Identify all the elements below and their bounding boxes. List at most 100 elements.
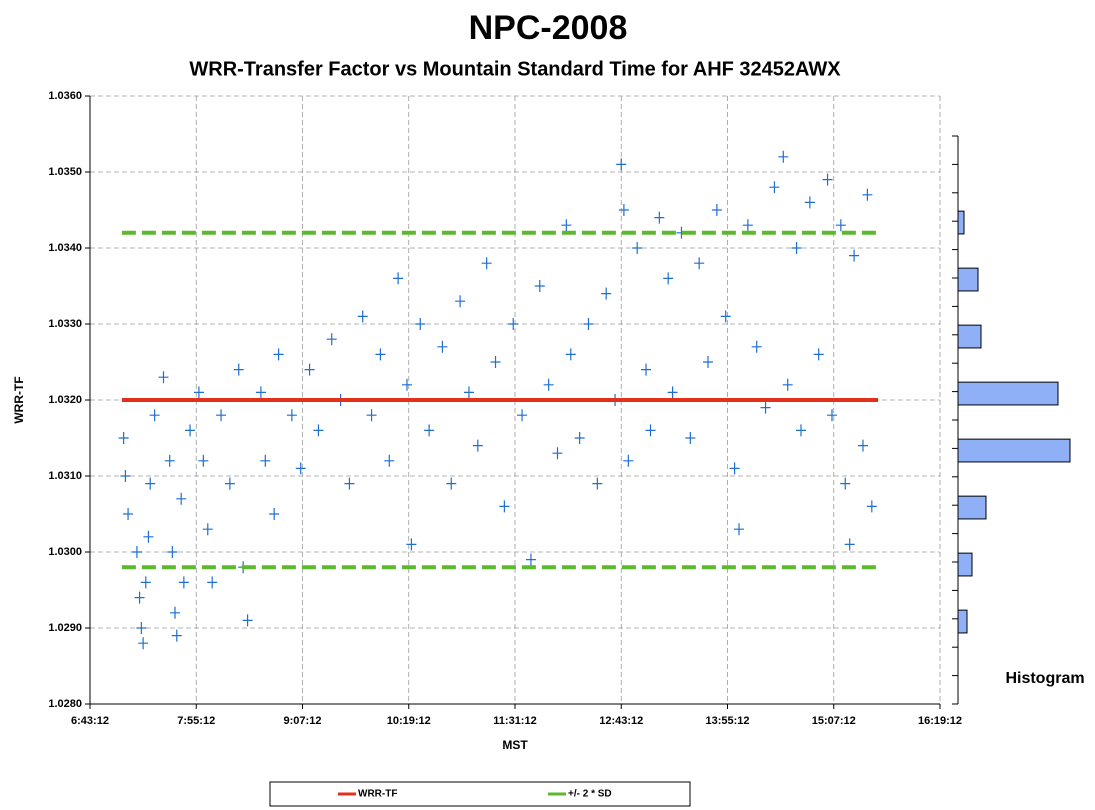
data-point (490, 356, 501, 368)
data-point (565, 348, 576, 361)
data-point (795, 424, 806, 437)
data-point (216, 409, 227, 422)
data-point (508, 318, 519, 330)
histogram-bar (957, 495, 987, 520)
histogram-bar (957, 267, 979, 292)
histogram-bar (957, 210, 965, 235)
data-point (645, 424, 656, 437)
histogram-bar (957, 609, 968, 634)
data-point (224, 477, 235, 490)
data-point (782, 378, 793, 391)
histogram-bar (957, 324, 982, 349)
data-point (313, 424, 324, 437)
data-point (694, 257, 705, 270)
data-point (138, 637, 149, 650)
x-tick-label: 13:55:12 (705, 715, 749, 727)
data-point (401, 378, 412, 391)
data-point (269, 508, 280, 520)
y-tick-label: 1.0320 (48, 394, 82, 406)
data-point (663, 272, 674, 285)
data-point (406, 538, 417, 551)
y-tick-label: 1.0280 (48, 698, 82, 710)
data-point (720, 310, 731, 323)
data-point (552, 447, 563, 460)
data-point (760, 401, 771, 414)
data-point (778, 150, 789, 163)
data-point (143, 530, 154, 543)
data-point (446, 477, 457, 490)
data-point (534, 280, 545, 292)
x-tick-label: 9:07:12 (284, 715, 322, 727)
x-tick-label: 16:19:12 (918, 715, 962, 727)
data-point (120, 470, 131, 482)
y-tick-label: 1.0340 (48, 242, 82, 254)
x-tick-label: 7:55:12 (177, 715, 215, 727)
data-point (844, 538, 855, 551)
data-point (233, 363, 244, 376)
data-point (641, 363, 652, 376)
legend-label: +/- 2 * SD (568, 789, 612, 800)
data-point (437, 340, 448, 353)
data-point (525, 553, 536, 566)
data-point (149, 409, 160, 422)
x-axis-label: MST (502, 738, 528, 752)
data-point (592, 477, 603, 490)
data-point (804, 196, 815, 209)
data-point (140, 576, 151, 589)
data-point (375, 348, 386, 361)
data-point (393, 272, 404, 285)
x-tick-label: 12:43:12 (599, 715, 643, 727)
data-point (667, 386, 678, 399)
x-tick-label: 10:19:12 (387, 715, 431, 727)
data-point (618, 204, 629, 216)
data-point (164, 454, 175, 467)
data-point (499, 500, 510, 513)
data-point (455, 295, 466, 308)
data-point (840, 477, 851, 490)
data-point (862, 188, 873, 201)
data-point (145, 477, 156, 490)
data-point (822, 173, 833, 186)
data-point (561, 219, 572, 232)
data-point (295, 462, 306, 475)
data-point (751, 340, 762, 353)
data-point (791, 242, 802, 254)
data-point (286, 409, 297, 422)
data-point (711, 204, 722, 216)
data-point (574, 432, 585, 444)
x-tick-label: 15:07:12 (812, 715, 856, 727)
data-point (463, 386, 474, 399)
x-tick-label: 6:43:12 (71, 715, 109, 727)
data-point (734, 523, 745, 536)
histogram-bar (957, 438, 1071, 463)
data-point (255, 386, 266, 399)
data-point (703, 356, 714, 368)
legend-label: WRR-TF (358, 789, 397, 800)
data-point (632, 242, 643, 254)
data-point (366, 409, 377, 422)
data-point (131, 546, 142, 558)
data-point (685, 432, 696, 444)
data-point (415, 318, 426, 330)
data-point (384, 454, 395, 467)
data-point (171, 629, 182, 642)
data-point (357, 310, 368, 323)
data-point (198, 454, 209, 467)
data-point (543, 378, 554, 391)
y-tick-label: 1.0360 (48, 90, 82, 102)
data-point (158, 371, 169, 384)
data-point (424, 424, 435, 437)
data-point (654, 211, 665, 224)
x-tick-label: 11:31:12 (493, 715, 536, 727)
data-point (118, 432, 129, 444)
data-point (344, 477, 355, 490)
data-point (273, 348, 284, 361)
data-point (207, 576, 218, 589)
data-point (866, 500, 877, 513)
data-point (517, 409, 528, 422)
histogram-bar (957, 552, 973, 577)
data-point (134, 591, 145, 604)
data-point (167, 546, 178, 558)
legend-box (269, 781, 691, 807)
